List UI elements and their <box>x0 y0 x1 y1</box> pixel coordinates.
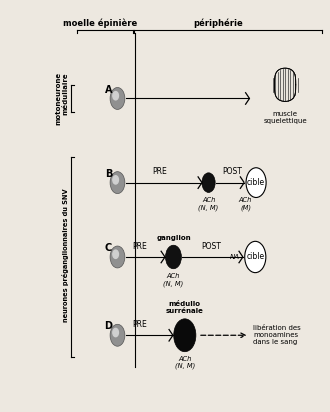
Text: PRE: PRE <box>133 242 147 251</box>
Text: périphérie: périphérie <box>193 19 243 28</box>
Text: B: B <box>105 169 112 179</box>
Text: ACh
(N, M): ACh (N, M) <box>163 274 183 287</box>
Polygon shape <box>275 68 296 101</box>
Circle shape <box>174 319 196 352</box>
Circle shape <box>110 324 125 346</box>
Circle shape <box>246 168 266 197</box>
Text: PRE: PRE <box>133 320 147 329</box>
Text: POST: POST <box>201 242 221 251</box>
Circle shape <box>202 173 215 192</box>
Text: ACh
(N, M): ACh (N, M) <box>175 356 195 369</box>
Circle shape <box>113 250 118 258</box>
Text: ACh
(N, M): ACh (N, M) <box>198 197 219 211</box>
Text: ACh
(M): ACh (M) <box>239 197 252 211</box>
Text: D: D <box>105 321 113 332</box>
Text: médullo
surrénale: médullo surrénale <box>166 301 204 314</box>
Circle shape <box>110 172 125 194</box>
Text: PRE: PRE <box>152 167 167 176</box>
Text: cible: cible <box>246 253 264 262</box>
Circle shape <box>110 87 125 110</box>
Circle shape <box>113 176 118 184</box>
Text: C: C <box>105 243 112 253</box>
Text: muscle
squelettique: muscle squelettique <box>263 111 307 124</box>
Text: neurones préganglionnaires du SNV: neurones préganglionnaires du SNV <box>62 188 69 322</box>
Circle shape <box>113 91 118 100</box>
Circle shape <box>113 328 118 337</box>
Circle shape <box>166 245 182 269</box>
Text: POST: POST <box>222 167 242 176</box>
Text: cible: cible <box>247 178 265 187</box>
Circle shape <box>110 246 125 268</box>
Text: libération des
monoamines
dans le sang: libération des monoamines dans le sang <box>253 325 301 345</box>
Text: A: A <box>105 85 112 95</box>
Circle shape <box>245 241 266 273</box>
Text: motoneurone
médullaire: motoneurone médullaire <box>56 72 69 125</box>
Text: NA: NA <box>230 254 240 260</box>
Text: ganglion: ganglion <box>156 234 191 241</box>
Text: moelle épinière: moelle épinière <box>63 19 137 28</box>
